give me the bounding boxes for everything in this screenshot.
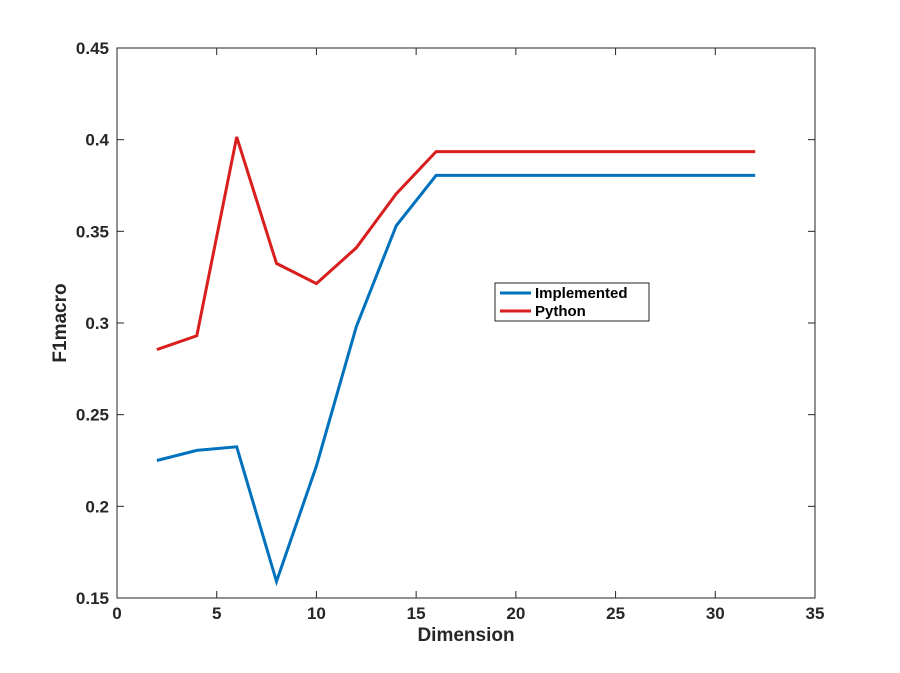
x-tick-label: 10 (307, 604, 326, 623)
x-tick-label: 0 (112, 604, 121, 623)
series-line-implemented (156, 173, 756, 587)
x-tick-label: 30 (706, 604, 725, 623)
x-tick-label: 20 (506, 604, 525, 623)
legend-label-implemented: Implemented (535, 285, 628, 302)
y-tick-label: 0.3 (85, 314, 109, 333)
x-axis-title: Dimension (417, 625, 514, 646)
y-tick-label: 0.25 (76, 406, 109, 425)
ticks-layer: 0 5 10 15 20 25 30 35 0.15 0.2 0.25 0.3 0.35 0.4 0.45 (76, 39, 825, 623)
y-tick-label: 0.15 (76, 589, 109, 608)
x-tick-label: 35 (806, 604, 825, 623)
y-tick-label: 0.2 (85, 497, 109, 516)
y-tick-label: 0.4 (85, 131, 109, 150)
x-tick-label: 15 (407, 604, 426, 623)
legend: Implemented Python (494, 282, 650, 322)
y-axis-title: F1macro (50, 283, 71, 362)
y-tick-label: 0.35 (76, 222, 109, 241)
series-line-python (156, 136, 756, 352)
series-layer (156, 136, 756, 587)
legend-label-python: Python (535, 303, 586, 320)
x-tick-label: 25 (606, 604, 625, 623)
x-tick-label: 5 (212, 604, 221, 623)
y-tick-label: 0.45 (76, 39, 109, 58)
legend-box (494, 282, 650, 322)
